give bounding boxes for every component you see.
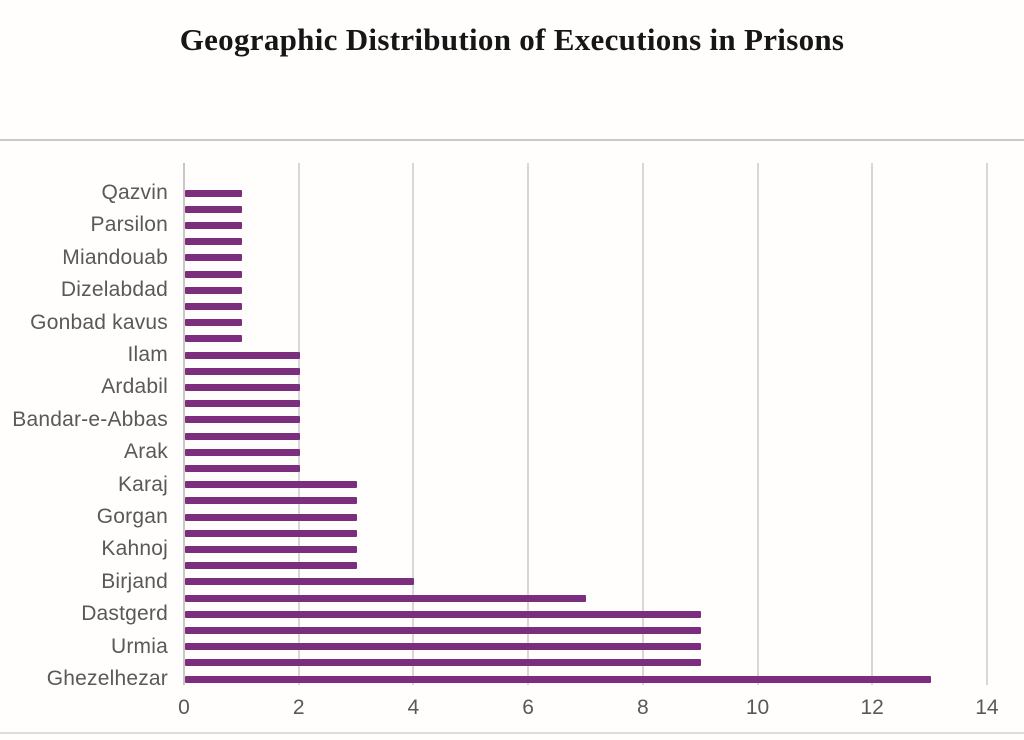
chart-title: Geographic Distribution of Executions in… [179, 22, 845, 57]
gridline-10 [756, 163, 759, 685]
gridline-12 [871, 163, 874, 685]
x-tick-label-6: 6 [522, 696, 534, 719]
bar-unlabeled [185, 529, 358, 537]
bar-unlabeled [185, 335, 243, 343]
bottom-border-line [0, 732, 1024, 734]
bar-unlabeled [185, 594, 587, 602]
category-label-gonbad-kavus: Gonbad kavus [30, 310, 168, 334]
category-label-qazvin: Qazvin [101, 181, 168, 204]
bar-unlabeled [185, 562, 358, 570]
bar-unlabeled [185, 205, 243, 213]
bar-parsilon [185, 221, 243, 229]
bar-dizelabdad [185, 286, 243, 294]
bar-urmia [185, 643, 702, 651]
bar-unlabeled [185, 302, 243, 310]
category-label-ardabil: Ardabil [101, 375, 168, 399]
bar-ghezelhezar [185, 675, 931, 683]
x-tick-label-4: 4 [407, 696, 420, 719]
gridline-6 [527, 163, 530, 685]
gridline-2 [297, 163, 300, 685]
bar-karaj [185, 481, 358, 489]
bar-unlabeled [185, 270, 243, 278]
bar-unlabeled [185, 432, 300, 440]
x-tick-label-8: 8 [636, 696, 649, 719]
top-border-line [0, 139, 1024, 141]
bar-unlabeled [185, 659, 702, 667]
x-tick-label-14: 14 [975, 696, 999, 719]
bar-ilam [185, 351, 300, 359]
bar-ardabil [185, 383, 300, 391]
x-tick-label-10: 10 [745, 696, 770, 719]
category-label-ghezelhezar: Ghezelhezar [46, 667, 168, 690]
category-label-kahnoj: Kahnoj [101, 537, 168, 561]
bar-kahnoj [185, 545, 358, 553]
bar-birjand [185, 578, 415, 586]
gridline-14 [985, 163, 988, 685]
category-label-karaj: Karaj [117, 472, 168, 496]
bar-unlabeled [185, 497, 358, 505]
x-tick-label-2: 2 [292, 696, 305, 719]
category-label-gorgan: Gorgan [96, 505, 168, 528]
x-tick-label-0: 0 [178, 696, 190, 719]
category-label-urmia: Urmia [111, 634, 168, 658]
category-label-dastgerd: Dastgerd [81, 602, 168, 626]
bar-bandar-e-abbas [185, 416, 300, 424]
gridline-8 [641, 163, 644, 685]
bar-unlabeled [185, 626, 702, 634]
bar-gorgan [185, 513, 358, 521]
bar-arak [185, 448, 300, 456]
category-label-miandouab: Miandouab [62, 245, 168, 269]
bar-gonbad-kavus [185, 319, 243, 327]
category-label-bandar-e-abbas: Bandar-e-Abbas [12, 407, 168, 431]
x-tick-label-12: 12 [860, 696, 884, 719]
bar-unlabeled [185, 367, 300, 375]
y-axis-line [183, 163, 185, 685]
category-label-dizelabdad: Dizelabdad [60, 278, 168, 302]
category-label-arak: Arak [124, 440, 168, 464]
bar-dastgerd [185, 610, 702, 618]
category-label-birjand: Birjand [101, 569, 168, 593]
category-label-parsilon: Parsilon [90, 213, 168, 237]
bar-qazvin [185, 189, 243, 197]
bar-miandouab [185, 254, 243, 262]
gridline-4 [412, 163, 415, 685]
category-label-ilam: Ilam [127, 343, 168, 366]
bar-unlabeled [185, 464, 300, 472]
bar-unlabeled [185, 400, 300, 408]
bar-unlabeled [185, 238, 243, 246]
